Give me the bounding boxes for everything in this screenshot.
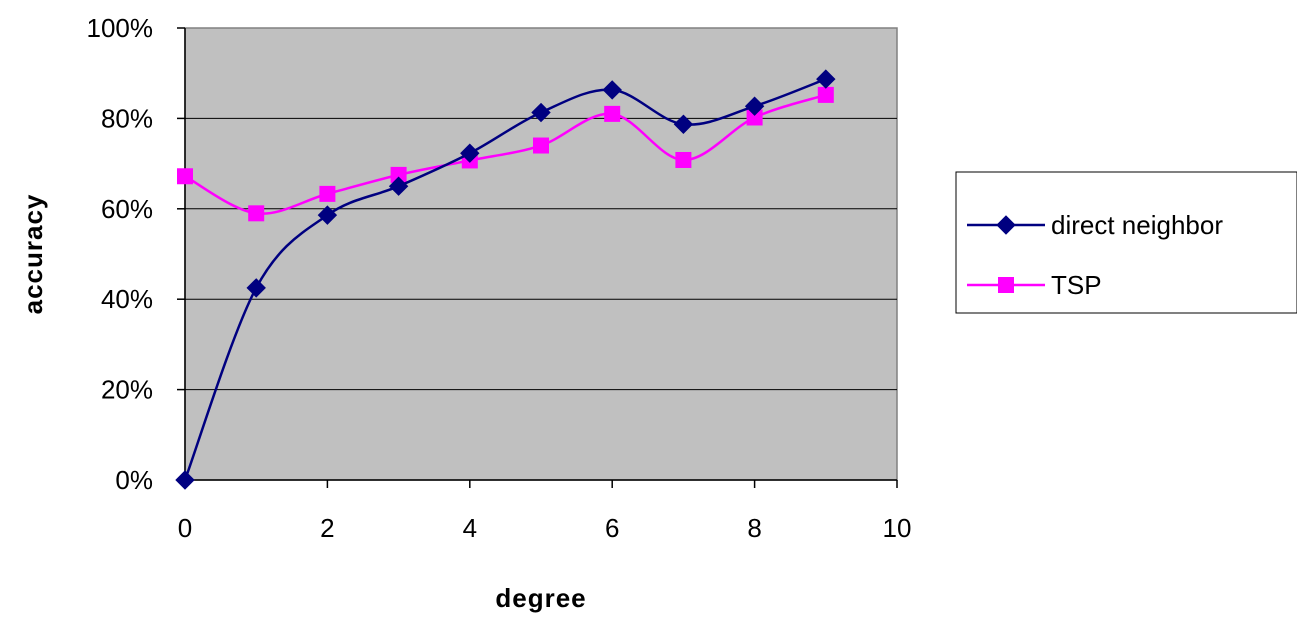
data-point-direct-neighbor: [816, 69, 836, 89]
legend: direct neighbor TSP: [955, 171, 1297, 314]
data-point-tsp: [604, 105, 621, 122]
x-tick-label: 8: [747, 513, 761, 543]
data-point-tsp: [248, 205, 265, 222]
x-tick-label: 4: [463, 513, 477, 543]
data-point-direct-neighbor: [744, 96, 765, 116]
x-tick-label: 0: [178, 513, 192, 543]
plot-area: [184, 27, 898, 481]
data-point-tsp: [319, 185, 336, 202]
data-point-tsp: [675, 151, 692, 168]
series-direct-neighbor: [175, 69, 836, 490]
data-point-direct-neighbor: [246, 278, 266, 298]
data-point-direct-neighbor: [531, 102, 551, 123]
y-tick-label: 40%: [101, 284, 153, 314]
legend-label-direct-neighbor: direct neighbor: [1051, 210, 1223, 240]
y-tick-label: 20%: [101, 375, 153, 405]
y-axis-title: accuracy: [18, 194, 48, 315]
series-line-tsp: [184, 93, 827, 215]
y-tick-label: 80%: [101, 103, 153, 133]
data-point-tsp: [533, 137, 549, 154]
data-point-direct-neighbor: [317, 205, 338, 225]
data-point-tsp: [817, 86, 834, 103]
x-tick-label: 2: [320, 513, 334, 543]
legend-marker-direct-neighbor: [996, 215, 1016, 235]
y-tick-label: 0%: [115, 465, 153, 495]
y-tick-label: 100%: [87, 13, 154, 43]
legend-marker-tsp: [998, 277, 1014, 293]
legend-label-tsp: TSP: [1051, 270, 1102, 300]
data-point-direct-neighbor: [602, 80, 622, 100]
data-point-direct-neighbor: [175, 470, 195, 490]
x-tick-label: 10: [883, 513, 912, 543]
y-tick-label: 60%: [101, 194, 153, 224]
x-axis-title: degree: [495, 583, 586, 613]
data-point-tsp: [177, 168, 193, 185]
data-point-direct-neighbor: [673, 114, 694, 134]
x-tick-label: 6: [605, 513, 619, 543]
axes: 0% 20% 40% 60% 80% 100% 0 2 4 6 8 10: [87, 13, 912, 543]
data-point-direct-neighbor: [388, 176, 409, 196]
series-layer: [175, 69, 836, 490]
data-point-direct-neighbor: [460, 143, 480, 163]
